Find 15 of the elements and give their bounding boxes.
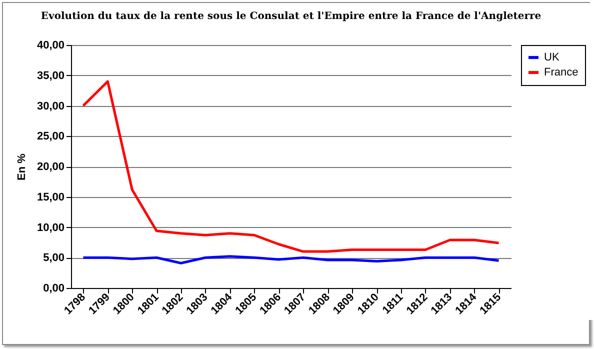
y-axis-title: En %	[16, 153, 28, 180]
legend-label: France	[544, 66, 578, 78]
y-tick-label: 30,00	[36, 100, 64, 112]
legend-label: UK	[544, 52, 560, 64]
y-tick-label: 25,00	[36, 130, 64, 143]
y-tick-label: 10,00	[36, 222, 64, 234]
y-tick-label: 20,00	[36, 161, 64, 173]
y-tick-label: 0,00	[43, 282, 64, 294]
y-tick-label: 40,00	[36, 40, 64, 52]
chart-title: Evolution du taux de la rente sous le Consulat et l'Empire entre la France de l'Angleterre	[40, 11, 542, 22]
line-series	[82, 80, 500, 253]
line-series	[82, 255, 500, 264]
y-tick-label: 35,00	[36, 70, 64, 82]
y-tick-label: 5,00	[43, 252, 64, 264]
y-tick-label: 15,00	[36, 191, 64, 204]
